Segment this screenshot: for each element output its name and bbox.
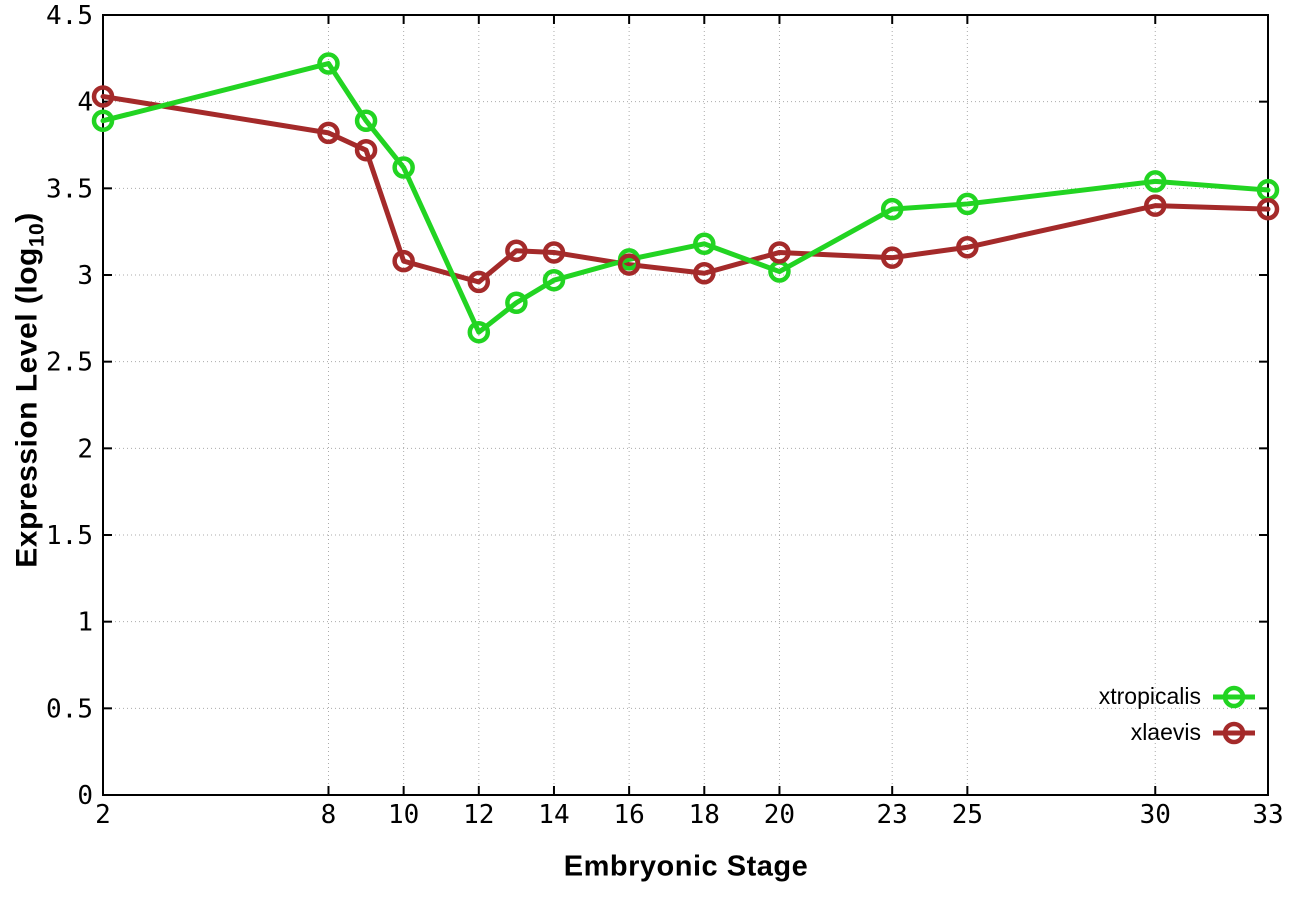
- x-tick-label: 30: [1140, 800, 1171, 830]
- x-tick-label: 25: [952, 800, 983, 830]
- y-axis-title-subscript: 10: [25, 222, 49, 248]
- data-point-xlaevis: [956, 236, 979, 259]
- y-tick-label: 2: [77, 434, 93, 464]
- data-point-xtropicalis: [467, 320, 491, 344]
- y-tick-label: 4.5: [46, 1, 93, 31]
- y-tick-label: 2.5: [46, 348, 93, 378]
- x-axis-title: Embryonic Stage: [563, 850, 809, 883]
- y-axis-title: Expression Level (log10): [11, 212, 50, 567]
- y-tick-label: 3.5: [46, 174, 93, 204]
- legend-item-xlaevis: xlaevis: [1099, 716, 1255, 749]
- data-point-xlaevis: [354, 138, 378, 162]
- data-point-xtropicalis: [91, 109, 115, 132]
- y-tick-label: 1: [77, 608, 93, 638]
- x-tick-label: 23: [877, 800, 908, 830]
- data-point-xtropicalis: [392, 156, 415, 179]
- data-point-xlaevis: [1256, 197, 1280, 221]
- x-tick-label: 20: [764, 800, 795, 830]
- legend-marker-circle-icon: [1213, 685, 1255, 708]
- x-tick-label: 18: [689, 800, 720, 830]
- y-axis-title-main: Expression Level (log: [10, 247, 44, 568]
- data-point-xlaevis: [617, 253, 641, 276]
- y-tick-label: 4: [77, 88, 93, 118]
- data-point-xtropicalis: [542, 268, 566, 292]
- x-tick-label: 16: [613, 800, 644, 830]
- x-tick-label: 14: [538, 800, 569, 830]
- y-axis-title-end: ): [10, 212, 44, 223]
- plot-border: [102, 14, 1269, 796]
- data-point-xlaevis: [542, 241, 566, 264]
- data-point-xlaevis: [467, 270, 491, 294]
- data-point-xlaevis: [1144, 194, 1167, 217]
- legend-label: xtropicalis: [1098, 683, 1201, 709]
- data-point-xtropicalis: [354, 109, 378, 132]
- y-tick-label: 0.5: [46, 694, 93, 724]
- legend: xtropicalis xlaevis: [1099, 680, 1255, 749]
- series-line-xtropicalis: [100, 61, 1271, 335]
- data-point-xlaevis: [317, 121, 340, 145]
- data-point-xtropicalis: [505, 291, 528, 314]
- data-point-xlaevis: [505, 239, 528, 262]
- y-tick-label: 3: [77, 261, 93, 291]
- y-tick-label: 0: [77, 781, 93, 811]
- data-point-xlaevis: [693, 262, 716, 285]
- x-tick-label: 2: [95, 800, 111, 830]
- x-tick-label: 10: [388, 800, 419, 830]
- legend-marker-circle-icon: [1213, 721, 1255, 744]
- x-tick-label: 12: [463, 800, 494, 830]
- data-point-xlaevis: [91, 85, 115, 108]
- series-line-xlaevis: [100, 93, 1271, 285]
- data-point-xtropicalis: [880, 197, 904, 221]
- x-tick-label: 33: [1252, 800, 1283, 830]
- data-point-xtropicalis: [1144, 170, 1167, 193]
- data-point-xlaevis: [392, 249, 415, 273]
- legend-label: xlaevis: [1130, 719, 1201, 745]
- data-point-xlaevis: [880, 246, 904, 269]
- data-point-xtropicalis: [317, 52, 340, 75]
- data-point-xlaevis: [768, 241, 791, 264]
- x-tick-label: 8: [321, 800, 337, 830]
- data-point-xtropicalis: [956, 192, 979, 216]
- legend-item-xtropicalis: xtropicalis: [1099, 680, 1255, 713]
- y-tick-label: 1.5: [46, 521, 93, 551]
- data-point-xtropicalis: [693, 232, 716, 256]
